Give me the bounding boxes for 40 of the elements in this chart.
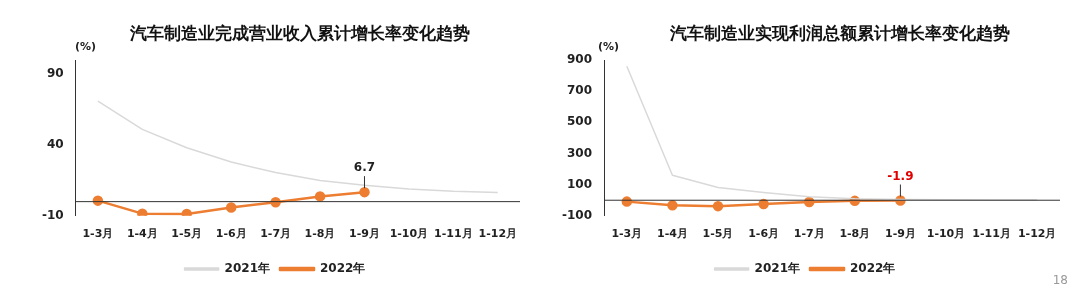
y-tick-label: -100 (562, 207, 593, 222)
x-tick-label: 1-12月 (1017, 227, 1057, 241)
text: 18 (1052, 273, 1068, 287)
y-tick-label: 40 (46, 137, 64, 152)
x-tick-label: 1-8月 (839, 227, 871, 241)
y-tick-label: 900 (566, 52, 593, 67)
y-tick-label: 300 (566, 145, 593, 160)
x-tick-label: 1-4月 (656, 227, 688, 241)
y-axis-title: (%) (598, 40, 620, 53)
legend-label: 2022年 (320, 261, 366, 276)
y-tick-label: 90 (46, 66, 64, 81)
x-tick-label: 1-7月 (260, 227, 292, 241)
y-axis-title: (%) (75, 40, 97, 53)
chart-title: 汽车制造业完成营业收入累计增长率变化趋势 (130, 23, 470, 43)
x-tick-label: 1-7月 (793, 227, 825, 241)
data-label: -1.9 (887, 168, 914, 183)
x-tick-label: 1-10月 (389, 227, 429, 241)
x-tick-label: 1-6月 (748, 227, 780, 241)
x-tick-label: 1-3月 (611, 227, 643, 241)
x-tick-label: 1-9月 (884, 227, 916, 241)
x-tick-label: 1-3月 (82, 227, 114, 241)
x-tick-label: 1-10月 (926, 227, 966, 241)
x-tick-label: 1-4月 (126, 227, 158, 241)
y-tick-label: -10 (41, 207, 64, 222)
x-tick-label: 1-9月 (349, 227, 380, 241)
x-tick-label: 1-12月 (478, 227, 518, 241)
x-tick-label: 1-8月 (304, 227, 336, 241)
x-tick-label: 1-5月 (171, 227, 203, 241)
x-tick-label: 1-6月 (215, 227, 247, 241)
y-tick-label: 500 (566, 114, 593, 129)
legend-label: 2022年 (850, 261, 896, 276)
x-tick-label: 1-11月 (972, 227, 1011, 241)
legend-label: 2021年 (224, 261, 271, 276)
chart-title: 汽车制造业实现利润总额累计增长率变化趋势 (670, 23, 1010, 43)
y-tick-label: 700 (566, 83, 593, 98)
x-tick-label: 1-11月 (434, 227, 473, 241)
y-tick-label: 100 (566, 176, 593, 191)
x-tick-label: 1-5月 (702, 227, 734, 241)
data-label: 6.7 (353, 160, 376, 175)
legend-label: 2021年 (754, 261, 801, 276)
